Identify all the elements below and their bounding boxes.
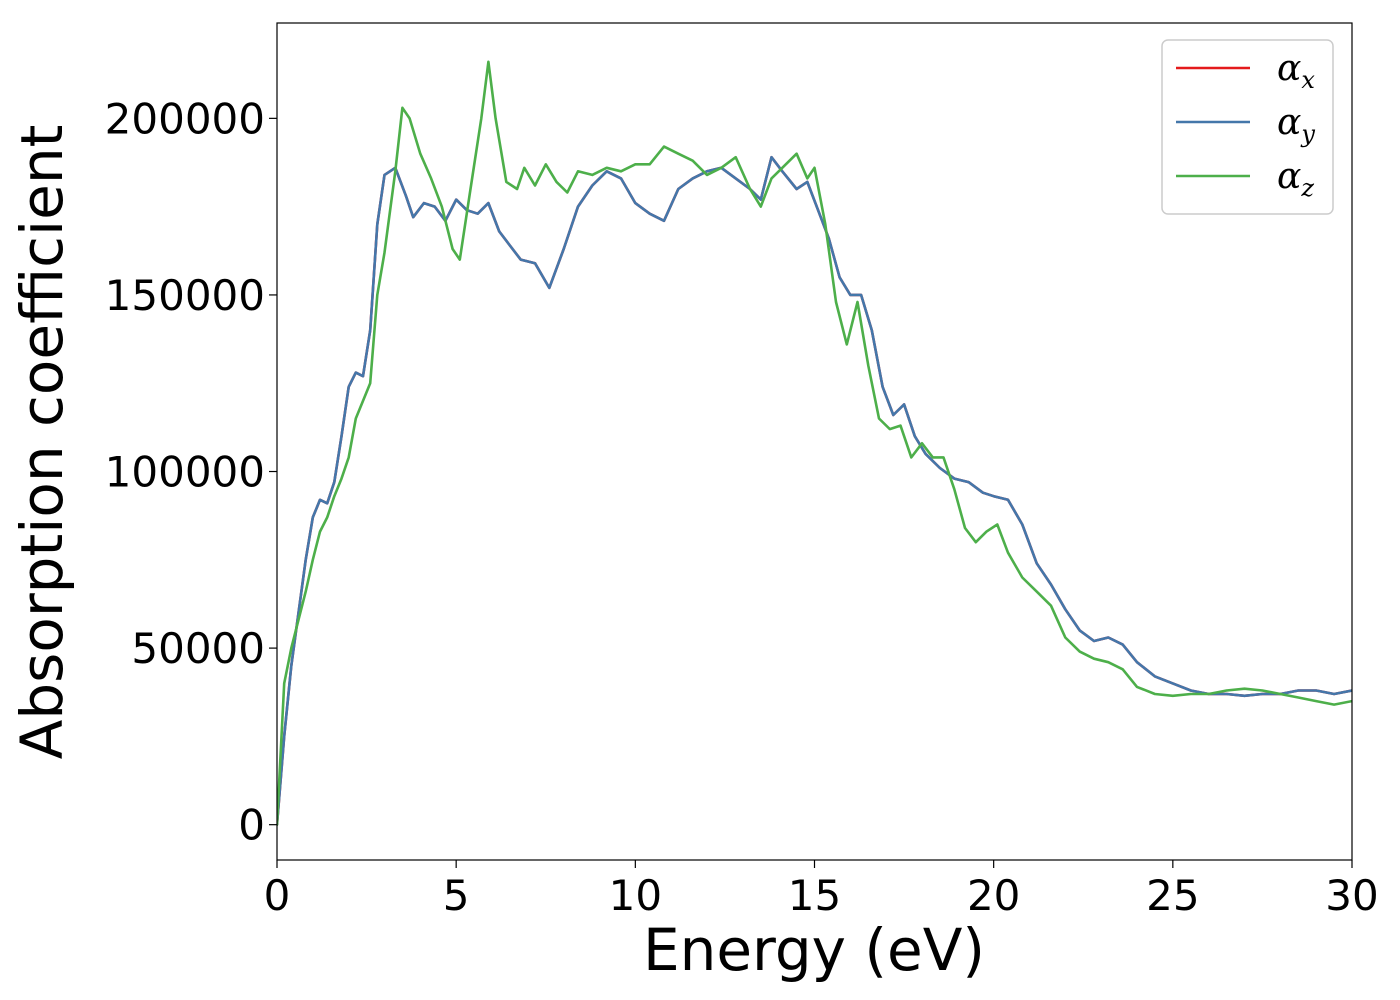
series-layer	[277, 60, 1352, 826]
y-tick-label: 0	[238, 801, 265, 850]
x-axis-title: Energy (eV)	[643, 916, 985, 984]
x-axis: 0 5 10 15 20 25 30	[264, 860, 1379, 920]
series-line-z	[277, 60, 1352, 826]
y-tick-label: 100000	[105, 448, 265, 497]
y-tick-label: 200000	[105, 94, 265, 143]
y-axis: 0 50000 100000 150000 200000	[105, 94, 277, 850]
y-tick-label: 150000	[105, 271, 265, 320]
series-line-x	[277, 155, 1352, 826]
x-tick-label: 20	[967, 871, 1020, 920]
x-tick-label: 15	[788, 871, 841, 920]
legend-label-z: αz	[1277, 156, 1314, 202]
x-tick-label: 25	[1146, 871, 1199, 920]
y-axis-title: Absorption coefficient	[8, 125, 76, 760]
legend-box	[1161, 39, 1334, 215]
series-line-y	[277, 155, 1352, 826]
legend: αx αy αz	[1161, 39, 1334, 215]
legend-label-y: αy	[1277, 102, 1315, 148]
y-tick-label: 50000	[131, 624, 265, 673]
legend-label-x: αx	[1277, 48, 1315, 94]
x-tick-label: 5	[443, 871, 470, 920]
x-tick-label: 0	[264, 871, 291, 920]
x-tick-label: 10	[609, 871, 662, 920]
x-tick-label: 30	[1325, 871, 1378, 920]
